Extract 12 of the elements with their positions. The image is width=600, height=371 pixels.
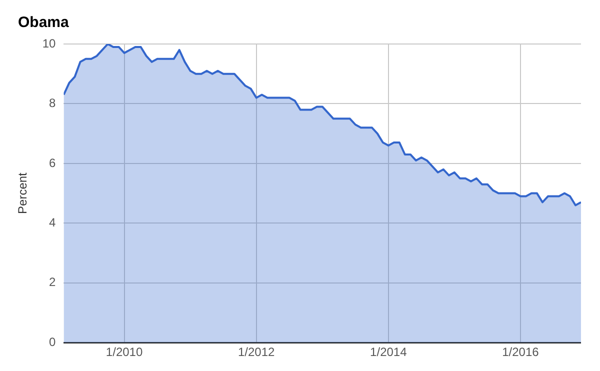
y-tick-label: 0: [49, 334, 56, 349]
x-tick-label: 1/2016: [502, 345, 540, 360]
chart-title: Obama: [18, 14, 69, 31]
y-tick-label: 4: [49, 215, 56, 230]
y-tick-label: 2: [49, 275, 56, 290]
y-tick-label: 10: [42, 36, 56, 50]
y-tick-label: 8: [49, 96, 56, 110]
x-tick-label: 1/2012: [238, 345, 276, 360]
x-tick-label: 1/2010: [106, 345, 143, 360]
y-tick-label: 6: [49, 156, 56, 170]
y-axis-title: Percent: [16, 172, 30, 214]
x-tick-label: 1/2014: [370, 345, 408, 360]
